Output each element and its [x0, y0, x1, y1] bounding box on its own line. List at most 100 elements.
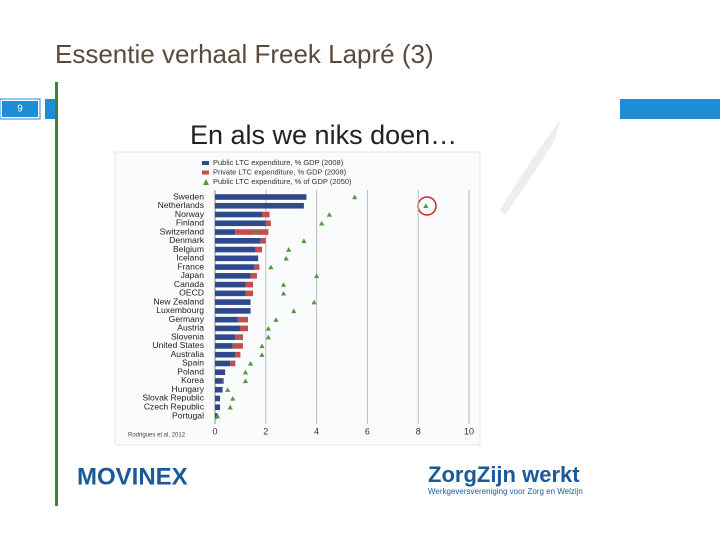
bar — [215, 386, 223, 393]
marker — [242, 369, 249, 375]
marker — [214, 413, 221, 419]
y-tick-label: Poland — [177, 366, 204, 376]
marker — [283, 255, 289, 261]
marker — [423, 203, 429, 208]
x-tick-label: 10 — [464, 426, 474, 436]
bar — [237, 316, 249, 323]
chart-title: En als we niks doen… — [190, 120, 457, 150]
y-tick-label: Denmark — [169, 235, 205, 245]
y-tick-label: Switzerland — [160, 226, 205, 236]
accent — [620, 99, 720, 119]
y-tick-label: New Zealand — [153, 296, 204, 306]
bar — [215, 281, 246, 288]
marker — [259, 343, 265, 349]
bar — [215, 343, 233, 349]
logo-right-subtitle: Werkgeversvereniging voor Zorg en Welzij… — [428, 487, 583, 496]
y-tick-label: Belgium — [173, 244, 204, 254]
legend-label: Public LTC expenditure, % GDP (2008) — [213, 158, 344, 167]
bar — [222, 378, 224, 384]
bar — [215, 246, 256, 253]
bar — [215, 395, 221, 402]
marker — [280, 290, 287, 296]
y-tick-label: Sweden — [173, 191, 204, 201]
y-tick-label: Norway — [175, 209, 205, 219]
y-tick-label: Austria — [177, 323, 204, 333]
marker — [253, 229, 259, 235]
bar — [254, 264, 260, 270]
y-tick-label: Hungary — [172, 384, 205, 394]
marker — [273, 317, 279, 322]
bar — [265, 220, 271, 227]
y-tick-label: Japan — [181, 270, 205, 280]
bar — [260, 238, 266, 244]
marker — [230, 396, 236, 401]
marker — [265, 326, 271, 331]
bar — [215, 273, 251, 279]
slide-number-fill — [2, 101, 38, 117]
x-tick-label: 8 — [416, 426, 421, 436]
bar — [215, 334, 236, 340]
y-tick-label: Slovenia — [171, 331, 204, 341]
bar — [215, 229, 236, 235]
bar — [215, 378, 223, 384]
bar — [215, 316, 238, 323]
slide-title: Essentie verhaal Freek Lapré (3) — [55, 39, 434, 69]
accent-line — [55, 82, 58, 506]
x-tick-label: 0 — [212, 426, 217, 436]
bar — [261, 211, 270, 218]
y-tick-label: Finland — [176, 218, 204, 228]
marker — [259, 352, 265, 357]
bar — [245, 281, 254, 288]
legend-label: Private LTC expenditure, % GDP (2008) — [213, 167, 347, 176]
y-tick-label: Portugal — [172, 410, 204, 420]
legend-swatch — [202, 170, 209, 175]
marker — [301, 238, 307, 243]
bar — [215, 299, 251, 305]
logo-right: ZorgZijn werkt — [428, 462, 580, 487]
bar — [215, 255, 259, 262]
bar — [215, 404, 221, 411]
y-tick-label: Iceland — [176, 253, 204, 263]
marker — [265, 334, 271, 340]
bar — [230, 360, 236, 367]
y-tick-label: Slovak Republic — [142, 393, 204, 403]
legend-label: Public LTC expenditure, % of GDP (2050) — [213, 177, 352, 186]
marker — [352, 194, 358, 200]
marker — [286, 247, 292, 252]
decoration — [500, 120, 560, 215]
bar — [215, 360, 231, 367]
bar — [215, 351, 236, 358]
bar — [235, 351, 241, 358]
bar — [232, 343, 243, 349]
bar — [250, 273, 257, 279]
marker — [319, 220, 325, 226]
source: Rodrigues et al, 2012 — [128, 433, 186, 439]
legend-swatch — [202, 161, 209, 165]
marker — [268, 264, 274, 270]
logo-left: MOVINEX — [77, 463, 188, 490]
y-tick-label: OECD — [179, 288, 204, 298]
y-tick-label: Czech Republic — [144, 402, 205, 412]
bar — [215, 369, 226, 375]
x-tick-label: 2 — [263, 426, 268, 436]
marker — [242, 378, 249, 384]
y-tick-label: Australia — [171, 349, 205, 359]
marker — [227, 404, 233, 410]
y-tick-label: United States — [152, 340, 204, 350]
bar — [240, 325, 249, 332]
bar — [255, 246, 262, 253]
bar — [215, 264, 255, 270]
y-tick-label: Germany — [169, 314, 205, 324]
bar — [235, 229, 269, 235]
marker — [280, 282, 287, 287]
y-tick-label: Korea — [181, 375, 204, 385]
accent — [45, 99, 55, 119]
bar — [215, 211, 262, 218]
y-tick-label: Spain — [182, 358, 204, 368]
bar — [235, 334, 243, 340]
x-tick-label: 6 — [365, 426, 370, 436]
y-tick-label: Luxembourg — [156, 305, 204, 315]
x-tick-label: 4 — [314, 426, 319, 436]
slide-number: 9 — [17, 104, 23, 115]
y-tick-label: Netherlands — [158, 200, 204, 210]
